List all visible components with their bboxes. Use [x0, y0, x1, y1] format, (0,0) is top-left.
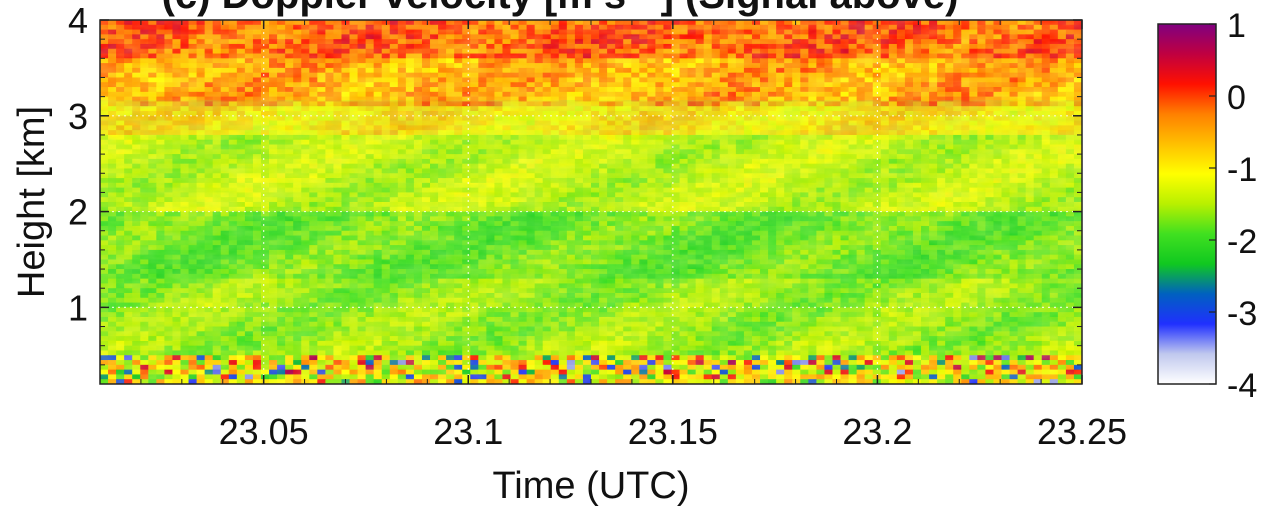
chart-title: (c) Doppler velocity [m s⁻¹] (Signal abo…	[162, 0, 959, 17]
heatmap	[100, 20, 1082, 384]
